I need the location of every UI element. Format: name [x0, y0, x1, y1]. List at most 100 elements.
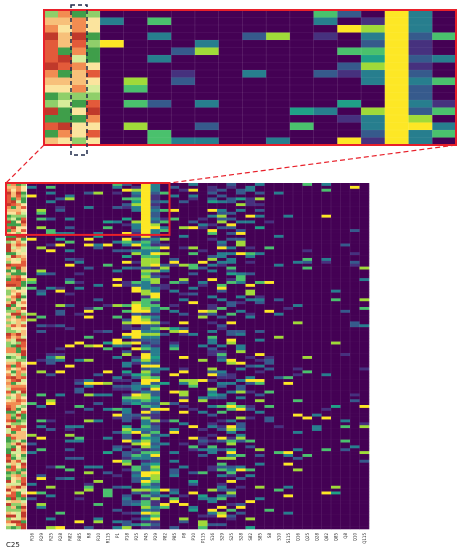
heatmap-cell: [169, 396, 180, 400]
heatmap-cell: [93, 301, 104, 305]
heatmap-cell: [198, 508, 208, 512]
heatmap-cell: [302, 436, 313, 440]
heatmap-cell: [302, 428, 313, 432]
heatmap-cell: [198, 211, 208, 216]
heatmap-cell: [321, 399, 332, 403]
annotation-cell: [21, 281, 27, 285]
heatmap-cell: [141, 410, 151, 414]
heatmap-cell: [264, 364, 275, 368]
heatmap-cell: [293, 419, 303, 423]
heatmap-cell: [283, 508, 294, 512]
heatmap-cell: [321, 269, 332, 273]
heatmap-cell: [93, 413, 104, 417]
heatmap-cell: [112, 445, 123, 449]
heatmap-cell: [302, 393, 313, 397]
heatmap-cell: [340, 263, 351, 267]
annotation-cell: [21, 269, 27, 273]
heatmap-cell: [27, 465, 37, 469]
heatmap-cell: [55, 454, 66, 458]
heatmap-cell: [141, 327, 151, 331]
heatmap-cell: [65, 214, 75, 218]
heatmap-cell: [359, 396, 370, 400]
heatmap-cell: [302, 442, 313, 446]
heatmap-cell: [198, 257, 208, 262]
heatmap-cell: [340, 353, 351, 357]
heatmap-cell: [160, 234, 170, 239]
heatmap-cell: [93, 425, 104, 429]
heatmap-cell: [27, 324, 37, 328]
heatmap-cell: [74, 269, 85, 273]
heatmap-cell: [283, 266, 294, 270]
heatmap-cell: [293, 471, 303, 475]
heatmap-cell: [36, 240, 47, 244]
heatmap-cell: [255, 301, 265, 305]
heatmap-cell: [302, 419, 313, 423]
heatmap-cell: [283, 327, 294, 331]
heatmap-cell: [245, 266, 256, 270]
heatmap-cell: [112, 405, 123, 409]
heatmap-cell: [321, 471, 332, 475]
heatmap-cell: [112, 257, 123, 262]
heatmap-cell: [331, 309, 341, 314]
heatmap-cell: [264, 508, 275, 512]
heatmap-cell: [302, 301, 313, 305]
x-tick-label: Q115: [362, 533, 367, 544]
heatmap-cell: [55, 249, 66, 253]
heatmap-cell: [359, 405, 370, 409]
heatmap-cell: [302, 358, 313, 363]
heatmap-cell: [283, 433, 294, 438]
heatmap-cell: [93, 500, 104, 504]
annotation-cell: [6, 367, 12, 371]
heatmap-cell: [179, 402, 189, 406]
heatmap-cell: [255, 243, 265, 247]
heatmap-cell: [65, 312, 75, 316]
heatmap-cell: [245, 459, 256, 463]
heatmap-cell: [274, 206, 284, 210]
heatmap-cell: [321, 183, 332, 187]
heatmap-cell: [131, 335, 142, 339]
heatmap-cell: [55, 252, 66, 256]
heatmap-cell: [293, 203, 303, 207]
heatmap-cell: [65, 381, 75, 386]
annotation-cell: [6, 428, 12, 432]
heatmap-cell: [150, 304, 161, 308]
heatmap-cell: [350, 309, 360, 314]
heatmap-cell: [293, 526, 303, 530]
heatmap-cell: [302, 255, 313, 259]
heatmap-cell: [274, 188, 284, 192]
heatmap-cell: [55, 370, 66, 374]
heatmap-cell: [55, 474, 66, 478]
heatmap-cell: [331, 439, 341, 443]
heatmap-cell: [122, 226, 132, 230]
annotation-cell: [21, 451, 27, 455]
heatmap-cell: [84, 200, 94, 204]
annotation-cell: [21, 263, 27, 267]
heatmap-cell: [141, 229, 151, 233]
heatmap-cell: [340, 433, 351, 438]
x-tick-label: R85: [77, 533, 82, 541]
heatmap-cell: [160, 491, 170, 495]
heatmap-cell: [27, 252, 37, 256]
heatmap-cell: [255, 286, 265, 290]
heatmap-cell: [312, 283, 322, 288]
heatmap-cell: [283, 482, 294, 487]
heatmap-cell: [141, 237, 151, 241]
heatmap-cell: [122, 479, 132, 484]
heatmap-cell: [359, 306, 370, 311]
annotation-cell: [21, 283, 27, 288]
heatmap-cell: [93, 206, 104, 210]
heatmap-cell: [65, 338, 75, 342]
heatmap-cell: [359, 503, 370, 507]
inset-heatmap-cell: [194, 32, 220, 41]
heatmap-cell: [217, 500, 227, 504]
heatmap-cell: [340, 508, 351, 512]
heatmap-cell: [188, 471, 199, 475]
heatmap-cell: [112, 327, 123, 331]
heatmap-cell: [359, 428, 370, 432]
heatmap-cell: [131, 425, 142, 429]
heatmap-cell: [112, 402, 123, 406]
heatmap-cell: [321, 517, 332, 521]
heatmap-cell: [55, 283, 66, 288]
heatmap-cell: [27, 376, 37, 380]
heatmap-cell: [359, 471, 370, 475]
